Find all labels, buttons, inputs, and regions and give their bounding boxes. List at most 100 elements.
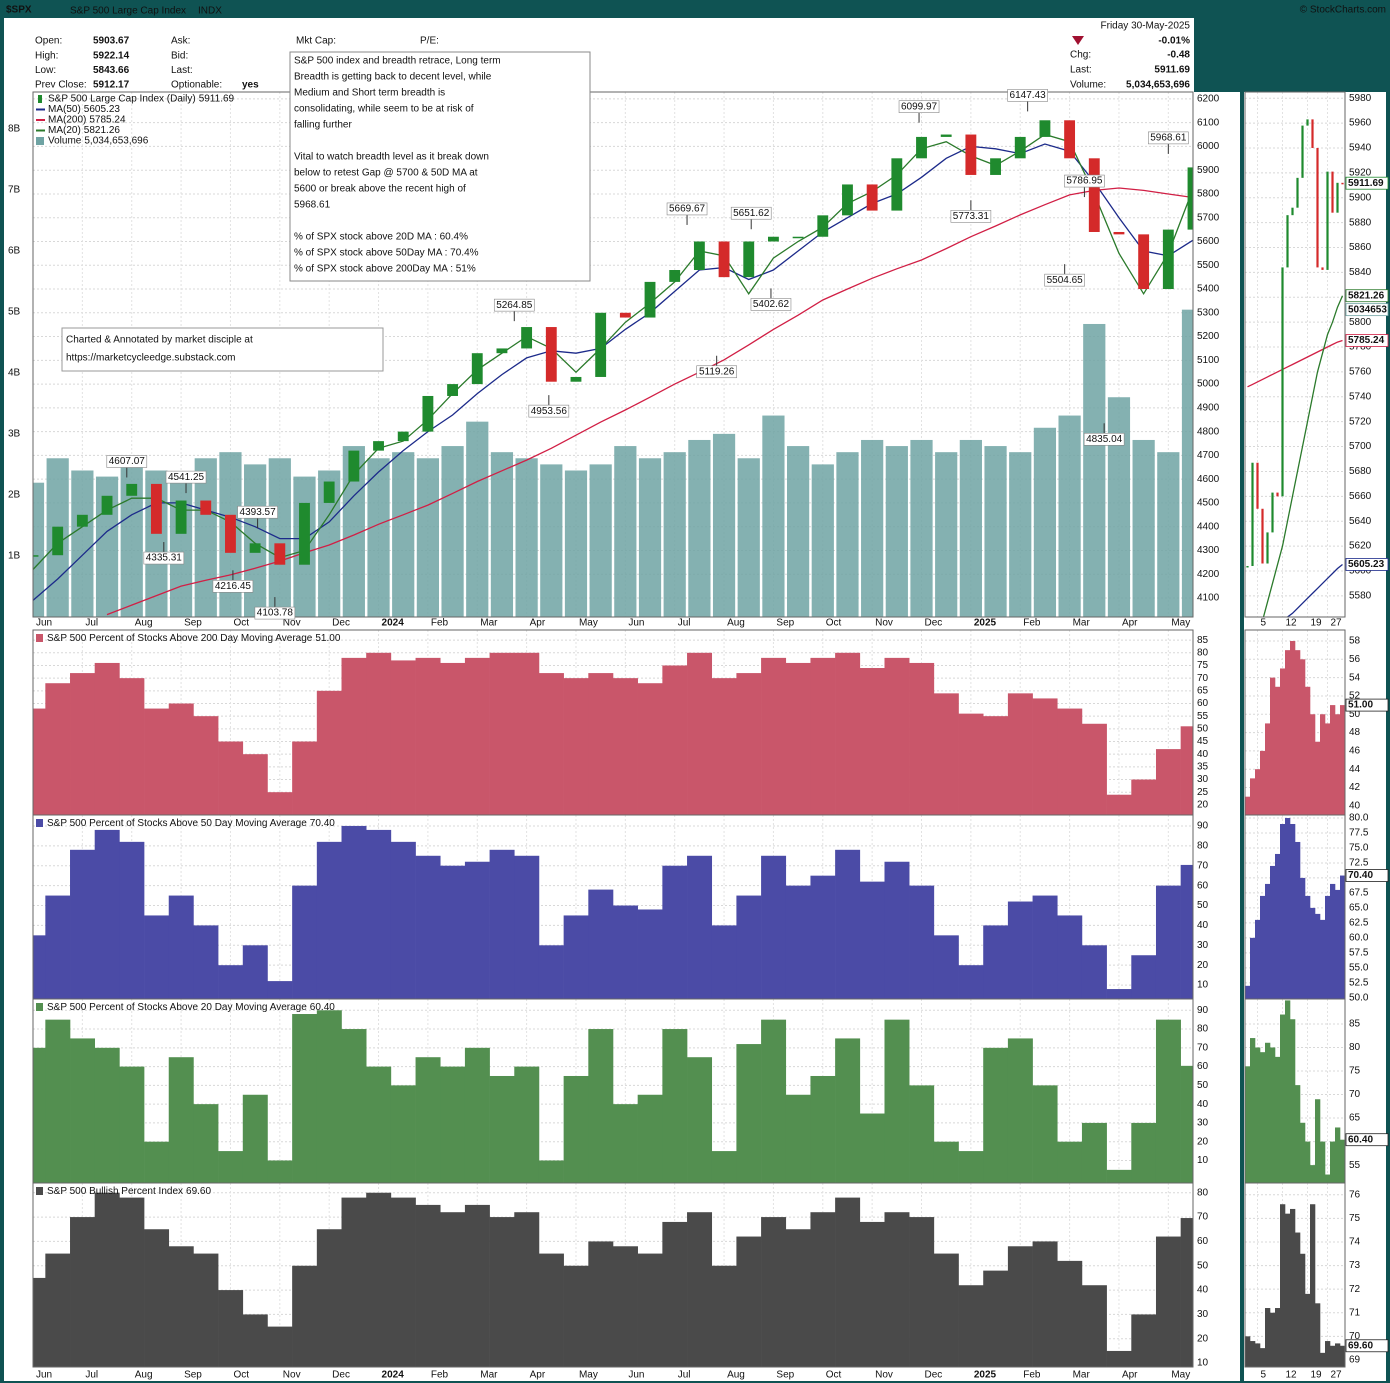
panel-title: S&P 500 Percent of Stocks Above 200 Day … [47,633,313,644]
bar [1310,714,1316,815]
bar [267,981,293,999]
bar [440,662,466,815]
candle [1261,508,1264,564]
y-tick-label: 70 [1197,1042,1209,1053]
candle [1291,207,1294,216]
y-tick-label: 5740 [1349,391,1372,402]
value-badge [1345,176,1389,190]
annotation-box [1083,432,1125,446]
annotation-label: 5773.31 [953,211,990,222]
volume-bar [71,470,94,617]
quote-label: High: [35,50,58,61]
bar [687,1212,713,1367]
bar [761,1019,787,1183]
x-tick-label: Sep [776,618,794,629]
candle [644,281,656,318]
candle [249,543,261,553]
y-tick-label: 5660 [1349,491,1372,502]
annotation-label: 4393.57 [240,507,277,518]
y-tick-label: 70 [1197,860,1209,871]
x-tick-label: Apr [1122,618,1138,629]
bar [1315,1303,1321,1367]
quote-value: 5903.67 [93,36,130,47]
candle [397,431,409,442]
quote-label: Bid: [171,50,188,61]
bar [1270,677,1276,815]
bar [1081,1285,1107,1367]
y-tick-label: 40 [1197,920,1209,931]
plot [33,1183,1193,1367]
x-tick-label: Feb [1023,1370,1041,1381]
x-tick-label: Jul [85,1370,98,1381]
y-tick-label: 57.5 [1349,947,1369,958]
value-badge-label: 5605.23 [1348,559,1385,570]
bar [1340,705,1345,815]
candle [1138,234,1150,290]
y-tick-label: 5960 [1349,118,1372,129]
bar [1310,1204,1316,1367]
bar [613,905,638,999]
value-badge-label: 69.60 [1348,1340,1373,1351]
bar [1007,693,1033,815]
y-tick-label: 52.5 [1349,977,1369,988]
bar [1285,1000,1291,1183]
x-tick-label: 2025 [974,1370,997,1381]
y-tick-label: 76 [1349,1189,1361,1200]
value-badge [1345,1339,1389,1353]
bar [242,945,268,999]
bar [1245,985,1251,999]
bar [1305,1293,1311,1367]
quote-label: Ask: [171,36,190,47]
bar [563,678,589,815]
bar [1032,895,1058,999]
plot [1245,630,1345,815]
bar [144,708,170,815]
y2-tick-label: 8B [8,123,21,134]
bar [1340,875,1345,999]
volume-bar [589,464,612,617]
bar [687,1057,713,1183]
bar [1325,895,1331,999]
bar [1275,1056,1281,1183]
value-badge [1345,558,1389,571]
y-tick-label: 45 [1197,736,1209,747]
bar [94,1192,120,1367]
bar [144,915,170,999]
bar [637,1253,663,1367]
candle [767,236,779,242]
bar [1265,883,1271,999]
bar [563,915,589,999]
candle [1306,119,1309,126]
candle [150,483,162,534]
bar [366,1192,392,1367]
x-tick-label: Jun [628,618,644,629]
bar [292,741,318,815]
bar [810,1075,836,1183]
bar [316,841,342,999]
annotation-label: 4216.45 [215,581,252,592]
annotation-label: 5402.62 [753,299,790,310]
bar [785,1094,811,1183]
legend-value: 5911.69 [199,94,235,105]
value-badge-label: 5785.24 [1348,335,1385,346]
candle [299,502,310,565]
bar [662,865,688,999]
y-tick-label: 60 [1197,1061,1209,1072]
x-tick-label: Oct [233,618,249,629]
bar [1155,1019,1181,1183]
x-tick-label: May [579,618,598,629]
index-name: S&P 500 Large Cap Index [70,6,186,17]
y-tick-label: 5600 [1197,236,1220,247]
bar [267,1160,293,1183]
candle [866,184,878,211]
quote-value: 5,034,653,696 [1126,80,1190,91]
y-tick-label: 80 [1349,1042,1361,1053]
x-tick-label: Oct [826,1370,842,1381]
bar [1180,864,1193,999]
bar [366,1066,392,1183]
bar [1032,698,1058,815]
y-tick-label: 50 [1197,1080,1209,1091]
y-tick-label: 10 [1197,1358,1209,1369]
bar [1280,823,1286,999]
credit-box [61,327,384,372]
